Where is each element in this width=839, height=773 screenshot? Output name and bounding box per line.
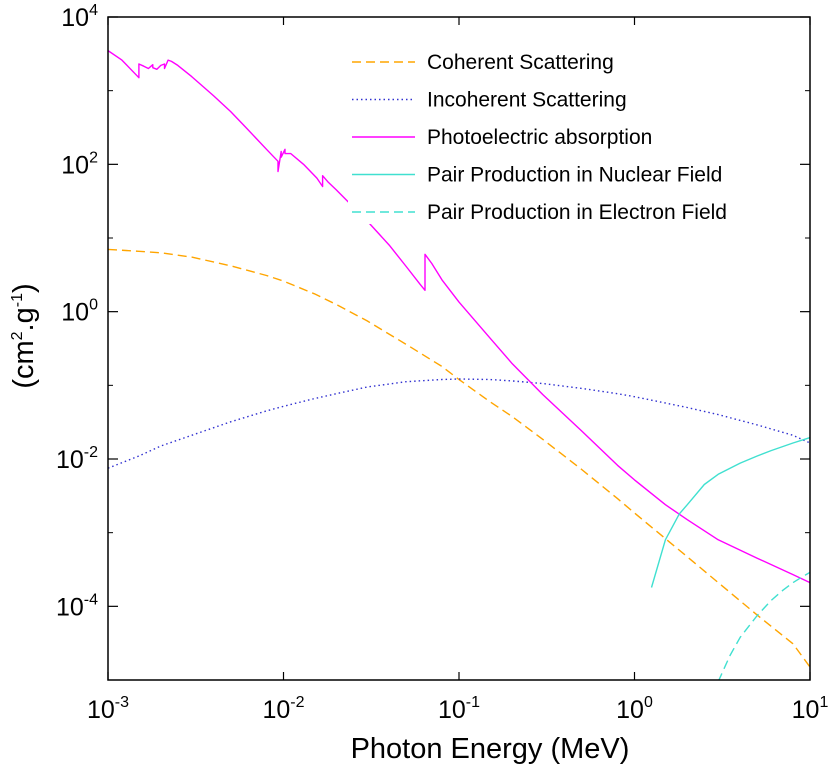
legend-label-photoelectric-absorption: Photoelectric absorption [427, 126, 652, 149]
y-tick-label: 104 [61, 2, 98, 32]
plot-frame [107, 16, 811, 681]
legend-bg-coherent-scattering [348, 48, 782, 74]
x-tick-label: 101 [792, 694, 829, 724]
tick-layer: 10-3 10-2 10-1 100 101 104 102 100 10-2 10-4 [56, 2, 829, 724]
y-tick-label: 102 [61, 149, 98, 179]
series-line-incoherent-scattering [108, 378, 810, 469]
series-layer [108, 50, 810, 680]
y-axis-title: (cm2.g-1) [8, 283, 40, 388]
y-tick-label: 10-4 [56, 591, 98, 621]
x-axis-title: Photon Energy (MeV) [351, 733, 630, 765]
series-line-pair-production-in-electron-field [718, 571, 810, 680]
legend-label-coherent-scattering: Coherent Scattering [427, 51, 614, 74]
legend-label-incoherent-scattering: Incoherent Scattering [427, 89, 627, 112]
x-tick-label: 10-2 [262, 694, 304, 724]
legend-label-pair-production-in-electron-field: Pair Production in Electron Field [427, 201, 727, 224]
x-tick-label: 10-1 [438, 694, 480, 724]
series-line-photoelectric-absorption [108, 50, 810, 584]
x-tick-label: 100 [616, 694, 653, 724]
y-tick-label: 100 [61, 297, 98, 327]
legend-bg-pair-production-in-nuclear-field [348, 160, 782, 187]
x-tick-label: 10-3 [87, 694, 129, 724]
legend: Coherent Scattering Incoherent Scattering… [348, 48, 782, 224]
legend-label-pair-production-in-nuclear-field: Pair Production in Nuclear Field [427, 164, 722, 187]
legend-bg-photoelectric-absorption [348, 123, 782, 149]
legend-bg-pair-production-in-electron-field [348, 198, 782, 224]
legend-bg-incoherent-scattering [348, 85, 782, 112]
y-tick-label: 10-2 [56, 444, 98, 474]
series-line-coherent-scattering [108, 248, 810, 668]
series-line-pair-production-in-nuclear-field [650, 436, 810, 588]
